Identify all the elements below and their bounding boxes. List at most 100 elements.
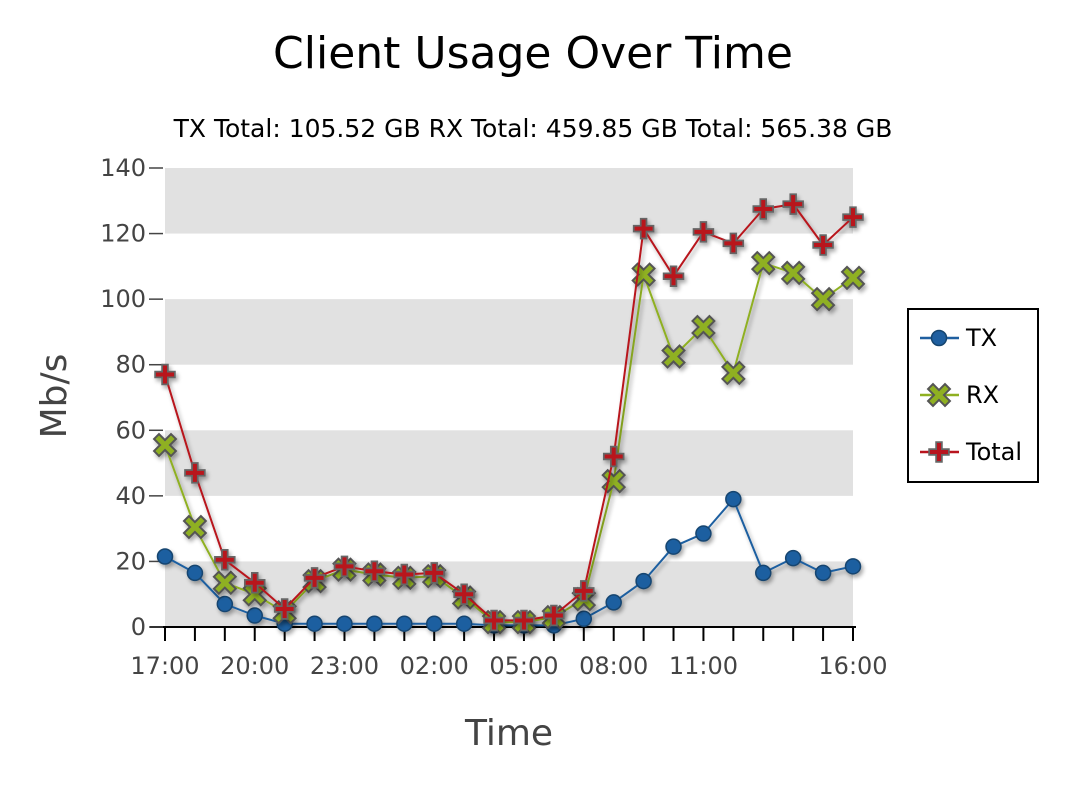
chart-subtitle: TX Total: 105.52 GB RX Total: 459.85 GB …: [173, 114, 893, 143]
data-point-rx: [750, 250, 776, 276]
data-point-tx: [366, 615, 383, 632]
grid-band: [165, 430, 853, 496]
data-point-tx: [725, 490, 742, 508]
y-tick-label: 120: [100, 220, 146, 248]
data-point-total: [483, 609, 505, 632]
x-tick-label: 08:00: [579, 652, 648, 680]
marker-shape: [305, 568, 324, 587]
legend: TX RX Total: [907, 308, 1039, 483]
data-point-total: [184, 462, 206, 484]
marker-shape: [784, 549, 802, 567]
data-point-tx: [336, 615, 353, 632]
marker-shape: [929, 385, 949, 405]
data-point-tx: [814, 564, 832, 582]
marker-shape: [605, 594, 622, 611]
data-point-rx: [152, 432, 178, 458]
data-point-rx: [661, 344, 686, 369]
marker-shape: [156, 365, 174, 384]
data-point-tx: [844, 558, 862, 575]
data-point-total: [243, 571, 266, 594]
marker-shape: [784, 195, 803, 214]
data-point-total: [602, 445, 625, 468]
x-tick-label: 20:00: [220, 652, 289, 680]
data-point-total: [303, 567, 326, 589]
grid-bands: [165, 168, 853, 627]
marker-shape: [215, 573, 235, 593]
data-point-tx: [396, 615, 413, 632]
marker-shape: [455, 615, 473, 632]
marker-shape: [694, 222, 713, 241]
marker-shape: [930, 329, 948, 347]
marker-shape: [514, 611, 533, 630]
marker-shape: [783, 263, 803, 283]
marker-shape: [753, 253, 773, 273]
marker-shape: [814, 564, 832, 582]
legend-marker-rx: [926, 382, 952, 408]
marker-shape: [186, 564, 204, 582]
y-tick-label: 80: [115, 351, 146, 379]
marker-shape: [664, 267, 683, 286]
data-point-rx: [212, 570, 238, 596]
legend-label-rx: RX: [966, 381, 999, 409]
y-tick-label: 100: [100, 285, 146, 313]
data-point-tx: [156, 548, 174, 565]
series-line-total: [164, 203, 854, 622]
marker-shape: [425, 563, 444, 582]
x-tick-label: 23:00: [310, 652, 379, 680]
x-tick-label: 16:00: [818, 652, 887, 680]
data-point-rx: [242, 581, 268, 607]
marker-shape: [336, 615, 353, 632]
data-point-total: [363, 560, 386, 583]
data-point-rx: [182, 514, 208, 540]
data-point-total: [423, 562, 445, 584]
x-tick-label: 05:00: [489, 652, 558, 680]
marker-shape: [216, 595, 234, 613]
marker-shape: [335, 557, 354, 576]
legend-label-total: Total: [965, 438, 1022, 466]
data-point-total: [573, 580, 595, 602]
data-point-total: [662, 265, 685, 287]
marker-shape: [246, 607, 263, 624]
data-point-tx: [455, 615, 473, 632]
data-point-total: [214, 549, 236, 571]
marker-shape: [930, 443, 948, 461]
data-point-total: [842, 206, 864, 228]
marker-shape: [396, 615, 413, 632]
y-axis-title: Mb/s: [34, 354, 75, 439]
marker-shape: [754, 199, 773, 218]
data-point-tx: [665, 538, 682, 555]
marker-shape: [245, 573, 264, 592]
marker-shape: [575, 610, 593, 628]
data-point-tx: [635, 572, 652, 590]
data-point-total: [722, 232, 745, 255]
y-tick-label: 20: [115, 547, 146, 575]
marker-shape: [306, 615, 323, 632]
data-point-total: [453, 583, 475, 605]
marker-shape: [634, 219, 653, 238]
x-tick-label: 11:00: [669, 652, 738, 680]
data-point-total: [752, 198, 775, 220]
marker-shape: [663, 346, 684, 367]
data-point-total: [273, 598, 296, 620]
data-point-rx: [840, 265, 866, 291]
data-point-rx: [631, 262, 656, 287]
data-point-tx: [695, 525, 712, 542]
y-tick-label: 0: [131, 613, 146, 641]
data-point-total: [333, 555, 356, 578]
data-point-tx: [246, 607, 263, 624]
marker-shape: [185, 463, 204, 482]
marker-shape: [724, 234, 743, 253]
marker-shape: [813, 289, 833, 309]
data-point-tx: [605, 594, 622, 611]
data-point-tx: [186, 564, 204, 582]
marker-shape: [635, 572, 652, 590]
marker-shape: [814, 236, 833, 255]
marker-shape: [695, 525, 712, 542]
y-tick-label: 40: [115, 482, 146, 510]
legend-marker-tx: [930, 329, 948, 347]
marker-shape: [185, 517, 205, 537]
marker-shape: [275, 599, 294, 618]
data-point-tx: [575, 610, 593, 628]
data-point-total: [513, 609, 535, 632]
marker-shape: [693, 317, 713, 337]
